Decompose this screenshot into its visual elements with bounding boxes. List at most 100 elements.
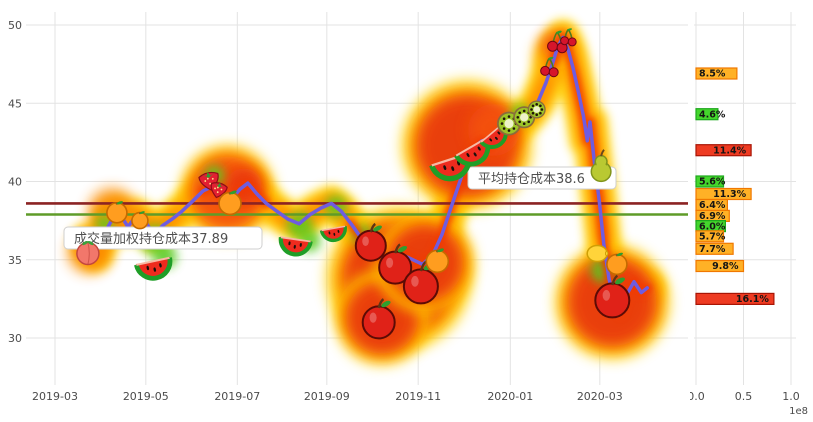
chart-shape <box>522 122 526 125</box>
chart-shape <box>386 257 394 268</box>
chart-shape <box>354 229 387 262</box>
x-axis-tick-label: 2019-03 <box>32 390 78 403</box>
chart-shape <box>419 260 427 272</box>
chart-shape <box>116 201 123 205</box>
volume-bar <box>695 230 725 243</box>
chart-shape <box>539 104 542 108</box>
chart-shape <box>437 248 444 253</box>
axis-layer: 1e8 0.0 0.5 1.0 <box>690 390 808 417</box>
fruit-layer <box>76 28 631 340</box>
y-axis-tick-label: 30 <box>8 332 22 345</box>
chart-shape <box>202 171 214 178</box>
chart-shape <box>76 241 100 266</box>
chart-shape <box>533 106 541 113</box>
annotation-vwap-cost-box <box>63 226 263 250</box>
chart-shape <box>600 149 605 157</box>
volume-bar-label: 16.1% <box>736 294 769 305</box>
chart-shape <box>512 127 516 130</box>
chart-shape <box>504 119 514 129</box>
fruit-watermelon-icon <box>319 225 347 243</box>
fruit-apple-icon <box>402 260 439 305</box>
chart-shape <box>373 225 382 232</box>
fruit-tangerine-icon <box>425 248 450 274</box>
chart-shape <box>535 103 538 106</box>
volume-profile-canvas[interactable]: 8.5% 4.6% 11.4% 5.6%11.3%6.4%6.9%6.0%5.7%7.… <box>690 0 813 422</box>
volume-bar-label: 7.7% <box>699 244 726 255</box>
chart-shape <box>153 267 157 272</box>
fruit-tangerine-icon <box>131 211 149 230</box>
chart-shape <box>280 236 311 243</box>
volume-bar <box>695 175 725 188</box>
chart-shape <box>611 274 619 286</box>
price-line <box>86 35 649 315</box>
volume-bar <box>695 292 775 305</box>
fruit-strawberry-icon <box>210 182 228 199</box>
chart-shape <box>278 237 313 257</box>
chart-shape <box>548 56 554 60</box>
volume-bar-label: 6.9% <box>699 211 726 222</box>
chart-shape <box>500 122 504 125</box>
chart-shape <box>522 109 526 113</box>
price-chart-canvas[interactable]: 成交量加权持仓成本37.89 平均持仓成本38.6 30 35 40 45 50 2019-… <box>0 0 690 422</box>
chart-shape <box>369 312 377 323</box>
chart-shape <box>214 182 225 188</box>
chart-shape <box>214 187 216 190</box>
fruit-tangerine-icon <box>106 201 128 224</box>
volume-bar <box>695 259 745 273</box>
fruit-cherry-icon <box>540 56 559 78</box>
chart-shape <box>229 190 237 195</box>
fruit-cherry-icon <box>547 30 568 54</box>
volume-axis-tick-label: 1.0 <box>782 390 800 403</box>
chart-shape <box>535 113 538 116</box>
chart-shape <box>87 240 94 246</box>
fruit-apple-icon <box>378 243 413 285</box>
x-axis-tick-label: 2020-01 <box>487 390 533 403</box>
chart-shape <box>531 104 535 108</box>
chart-shape <box>321 225 346 232</box>
chart-shape <box>530 108 533 111</box>
chart-shape <box>220 188 223 191</box>
chart-shape <box>82 240 89 246</box>
chart-shape <box>425 249 450 274</box>
annotation-vwap-cost: 成交量加权持仓成本37.89 <box>63 226 263 250</box>
chart-shape <box>134 257 173 281</box>
chart-shape <box>539 111 542 115</box>
x-axis-tick-label: 2019-07 <box>214 390 260 403</box>
annotation-vwap-cost-label: 成交量加权持仓成本37.89 <box>74 231 228 247</box>
fruit-kiwi-icon <box>527 100 546 119</box>
fruit-apple-icon <box>594 274 631 319</box>
chart-shape <box>518 111 521 115</box>
fruit-watermelon-icon <box>278 236 313 257</box>
chart-shape <box>216 191 219 194</box>
axis-layer: 30 35 40 45 50 2019-03 2019-05 2019-07 2019-09 20… <box>8 19 623 403</box>
chart-shape <box>209 182 212 185</box>
chart-shape <box>159 263 162 268</box>
chart-shape <box>489 138 493 142</box>
annotation-avg-cost: 平均持仓成本38.6 <box>467 166 617 190</box>
fruit-cherry-icon <box>560 28 577 47</box>
chart-shape <box>299 243 302 247</box>
chart-shape <box>531 111 535 115</box>
chart-shape <box>547 40 559 52</box>
chart-shape <box>139 211 145 214</box>
chart-shape <box>381 300 391 308</box>
y-axis-tick-label: 45 <box>8 97 22 110</box>
volume-bar <box>695 108 719 121</box>
fruit-apple-icon <box>354 222 387 262</box>
chart-shape <box>206 177 209 180</box>
chart-shape <box>87 242 90 265</box>
bars-layer: 8.5% 4.6% 11.4% 5.6%11.3%6.4%6.9%6.0%5.7%7.… <box>695 67 775 305</box>
chart-shape <box>567 28 572 31</box>
chart-shape <box>337 229 340 233</box>
volume-bar <box>695 144 752 157</box>
y-axis-tick-label: 50 <box>8 19 22 32</box>
fruit-watermelon-icon <box>134 256 173 281</box>
chart-shape <box>131 211 149 230</box>
fruit-tangerine-icon <box>606 252 628 276</box>
fruit-peach-icon <box>76 240 100 266</box>
fruit-apple-icon <box>361 298 396 340</box>
chart-shape <box>411 275 419 287</box>
annotation-layer: 成交量加权持仓成本37.89 平均持仓成本38.6 <box>63 166 617 250</box>
volume-bar-label: 5.7% <box>699 232 726 243</box>
